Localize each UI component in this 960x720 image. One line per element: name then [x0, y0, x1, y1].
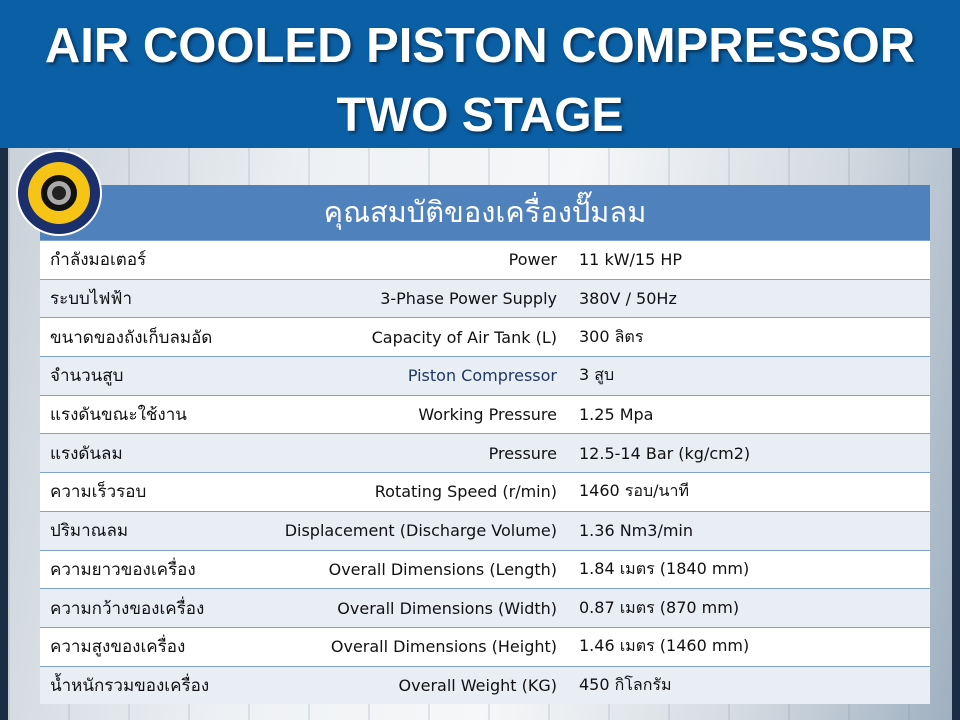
table-row: น้ำหนักรวมของเครื่อง Overall Weight (KG) 4…	[40, 665, 930, 705]
spec-name-th: กำลังมอเตอร์	[50, 250, 147, 271]
spec-value: 380V / 50Hz	[579, 289, 677, 309]
spec-value: 3 สูบ	[579, 365, 615, 385]
spec-name-th: ความเร็วรอบ	[50, 482, 147, 503]
table-row: แรงดันลม Pressure 12.5-14 Bar (kg/cm2)	[40, 433, 930, 473]
table-row: ความยาวของเครื่อง Overall Dimensions (Len…	[40, 549, 930, 589]
table-row: ระบบไฟฟ้า 3-Phase Power Supply 380V / 50Hz	[40, 278, 930, 318]
spec-name-en: Rotating Speed (r/min)	[374, 482, 557, 502]
spec-value: 11 kW/15 HP	[579, 250, 683, 270]
tire-icon	[41, 175, 77, 211]
spec-name-en: Overall Weight (KG)	[398, 675, 557, 695]
spec-value: 12.5-14 Bar (kg/cm2)	[579, 443, 751, 463]
spec-value: 0.87 เมตร (870 mm)	[579, 597, 740, 617]
table-row: ความกว้างของเครื่อง Overall Dimensions (W…	[40, 588, 930, 627]
spec-name-en: Capacity of Air Tank (L)	[371, 327, 557, 347]
spec-name-en: Pressure	[488, 443, 557, 463]
spec-name-en: Overall Dimensions (Width)	[337, 598, 557, 618]
spec-name-en: Overall Dimensions (Length)	[328, 559, 557, 579]
spec-name-th: ความกว้างของเครื่อง	[50, 598, 205, 619]
table-row: แรงดันขณะใช้งาน Working Pressure 1.25 Mpa	[40, 394, 930, 434]
title-banner: AIR COOLED PISTON COMPRESSOR TWO STAGE	[0, 0, 960, 148]
table-row: ปริมาณลม Displacement (Discharge Volume) 1…	[40, 510, 930, 550]
spec-name-th: ความยาวของเครื่อง	[50, 559, 196, 580]
spec-name-th: ปริมาณลม	[50, 521, 129, 542]
spec-name-th: แรงดันขณะใช้งาน	[50, 405, 187, 426]
spec-name-en: Working Pressure	[418, 405, 557, 425]
company-logo	[16, 150, 102, 236]
spec-value: 300 ลิตร	[579, 326, 644, 346]
spec-value: 1.25 Mpa	[579, 405, 654, 425]
table-row: ขนาดของถังเก็บลมอัด Capacity of Air Tank …	[40, 317, 930, 357]
spec-name-en: Piston Compressor	[407, 366, 557, 386]
spec-table: คุณสมบัติของเครื่องปั๊มลม กำลังมอเตอร์ Po…	[40, 185, 930, 705]
table-row: จำนวนสูบ Piston Compressor 3 สูบ	[40, 356, 930, 395]
title-line-1: AIR COOLED PISTON COMPRESSOR	[44, 19, 916, 73]
spec-name-en: Power	[508, 250, 557, 270]
spec-name-th: ความสูงของเครื่อง	[50, 637, 186, 658]
spec-value: 1.46 เมตร (1460 mm)	[579, 636, 750, 656]
spec-name-th: ระบบไฟฟ้า	[50, 289, 133, 310]
spec-name-en: Overall Dimensions (Height)	[330, 637, 557, 657]
table-row: กำลังมอเตอร์ Power 11 kW/15 HP	[40, 240, 930, 279]
table-row: ความเร็วรอบ Rotating Speed (r/min) 1460 รอ…	[40, 472, 930, 511]
spec-name-en: Displacement (Discharge Volume)	[284, 521, 557, 541]
spec-value: 1.36 Nm3/min	[579, 521, 694, 541]
table-header: คุณสมบัติของเครื่องปั๊มลม	[40, 185, 930, 240]
title-line-2: TWO STAGE	[336, 89, 624, 142]
spec-value: 1460 รอบ/นาที	[579, 481, 690, 501]
table-row: ความสูงของเครื่อง Overall Dimensions (Hei…	[40, 626, 930, 666]
spec-value: 1.84 เมตร (1840 mm)	[579, 558, 750, 578]
spec-name-th: แรงดันลม	[50, 443, 123, 464]
spec-name-en: 3-Phase Power Supply	[380, 289, 557, 309]
spec-name-th: จำนวนสูบ	[50, 366, 124, 387]
spec-name-th: ขนาดของถังเก็บลมอัด	[50, 327, 213, 348]
spec-name-th: น้ำหนักรวมของเครื่อง	[50, 675, 210, 696]
spec-value: 450 กิโลกรัม	[579, 674, 672, 694]
